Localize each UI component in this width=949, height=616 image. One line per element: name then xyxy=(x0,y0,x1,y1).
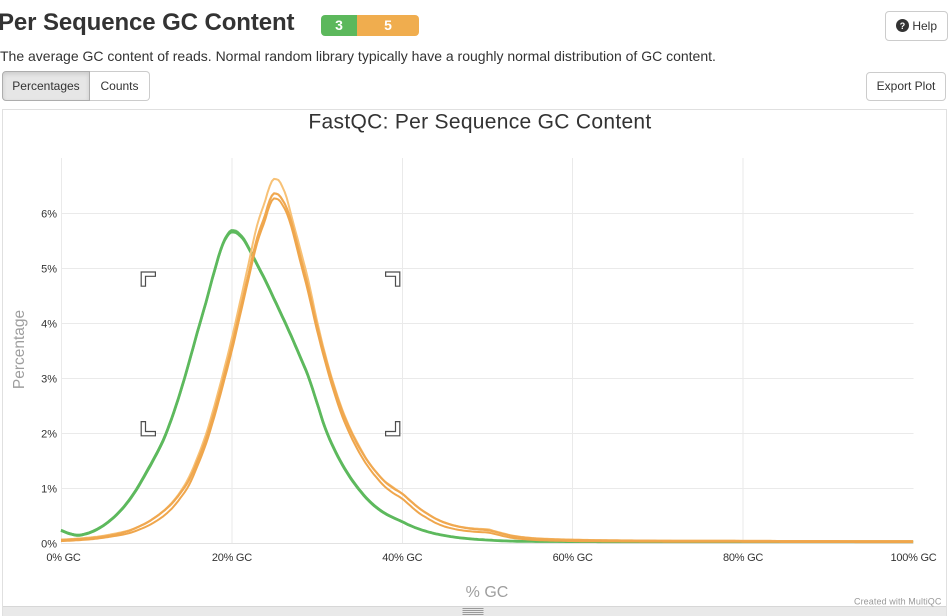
svg-text:?: ? xyxy=(900,21,905,31)
